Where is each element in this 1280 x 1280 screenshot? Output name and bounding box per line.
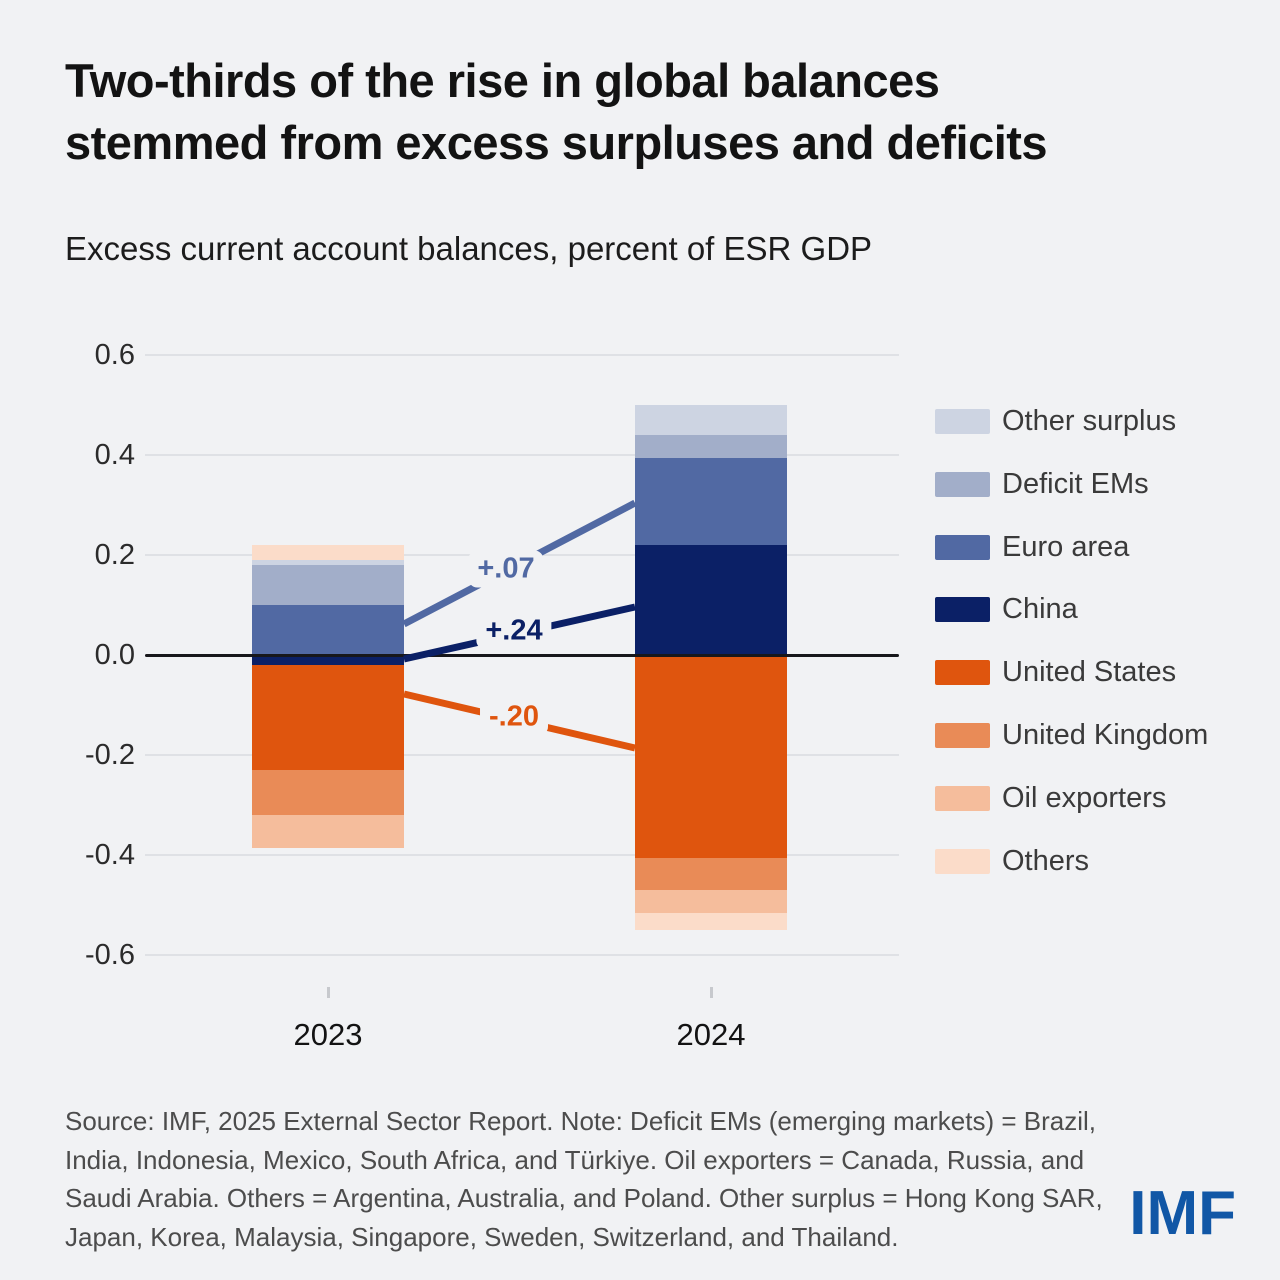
bar-2024-segment-united-kingdom — [635, 857, 787, 890]
legend-swatch-deficit-ems — [935, 471, 990, 497]
y-axis-tick-label: 0.6 — [94, 339, 135, 371]
x-axis-tick-mark — [710, 987, 713, 998]
bar-2024-segment-china — [635, 545, 787, 655]
legend-label: China — [1002, 593, 1078, 626]
bar-2023-segment-others — [252, 545, 404, 560]
bar-2024-segment-deficit-ems — [635, 435, 787, 458]
legend-swatch-others — [935, 848, 990, 874]
annotation-label-united-states: -.20 — [480, 698, 548, 736]
bar-2024-segment-euro-area — [635, 457, 787, 545]
y-axis-tick-label: -0.2 — [85, 739, 135, 771]
legend-label: United Kingdom — [1002, 719, 1209, 751]
bar-2023-segment-china — [252, 655, 404, 665]
gridline-y-0.4 — [145, 454, 899, 456]
bar-2023-segment-united-kingdom — [252, 770, 404, 815]
page-title-line-2: stemmed from excess surpluses and defici… — [65, 116, 1048, 169]
gridline-y--0.2 — [145, 754, 899, 756]
bar-2023-segment-deficit-ems — [252, 565, 404, 605]
gridline-y--0.6 — [145, 954, 899, 956]
x-axis-category-label: 2023 — [293, 1017, 363, 1052]
annotation-label-china: +.24 — [476, 612, 552, 650]
y-axis-tick-label: 0.0 — [94, 639, 135, 671]
bar-2023-segment-other-surplus — [252, 560, 404, 565]
legend-label: Other surplus — [1002, 405, 1177, 437]
legend-label: United States — [1002, 656, 1177, 689]
chart-subtitle: Excess current account balances, percent… — [65, 230, 873, 267]
bar-2024-segment-others — [635, 912, 787, 930]
imf-logo: IMF — [1129, 1179, 1236, 1248]
legend-swatch-united-states — [935, 660, 990, 686]
y-axis-tick-label: -0.4 — [85, 839, 135, 871]
annotation-label-euro-area: +.07 — [468, 550, 544, 588]
y-axis-tick-label: 0.4 — [94, 439, 135, 471]
legend-swatch-china — [935, 597, 990, 623]
y-axis-tick-label: -0.6 — [85, 939, 135, 971]
legend-label: Oil exporters — [1002, 781, 1167, 814]
legend-swatch-oil-exporters — [935, 785, 990, 811]
source-note: Source: IMF, 2025 External Sector Report… — [65, 1106, 1103, 1252]
x-axis-category-label: 2024 — [676, 1017, 746, 1052]
bar-2023-segment-euro-area — [252, 605, 404, 655]
legend-swatch-other-surplus — [935, 409, 990, 434]
page-title: Two-thirds of the rise in global balance… — [65, 50, 1205, 174]
gridline-y--0.4 — [145, 854, 899, 856]
legend-label: Euro area — [1002, 530, 1130, 563]
bar-2024-segment-other-surplus — [635, 405, 787, 435]
y-axis-tick-label: 0.2 — [94, 539, 135, 571]
bar-2024-segment-united-states — [635, 655, 787, 858]
gridline-y-0.6 — [145, 354, 899, 356]
bar-2023-segment-united-states — [252, 665, 404, 770]
legend-swatch-united-kingdom — [935, 723, 990, 748]
bar-2024-segment-oil-exporters — [635, 890, 787, 913]
x-axis-tick-mark — [327, 987, 330, 998]
legend-label: Deficit EMs — [1002, 467, 1149, 500]
page-title-line-1: Two-thirds of the rise in global balance… — [65, 54, 940, 107]
bar-2023-segment-oil-exporters — [252, 815, 404, 848]
legend-label: Others — [1002, 844, 1090, 877]
legend-swatch-euro-area — [935, 534, 990, 560]
zero-baseline — [145, 653, 899, 657]
